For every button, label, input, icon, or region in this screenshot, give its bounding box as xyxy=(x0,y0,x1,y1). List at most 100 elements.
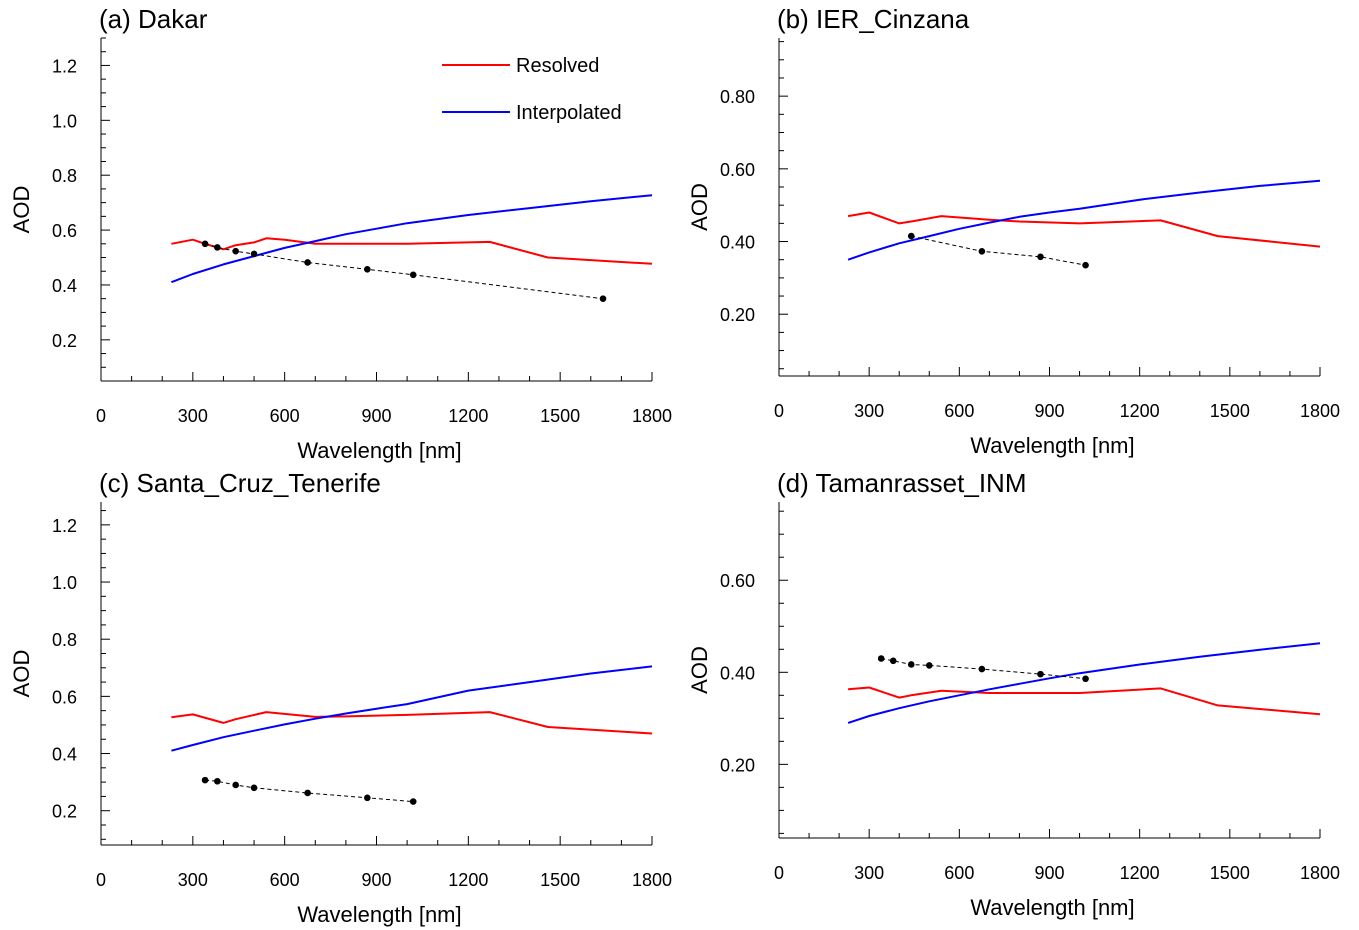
measured-point xyxy=(907,232,915,240)
measured-point xyxy=(1037,670,1044,678)
measured-point xyxy=(201,776,209,784)
x-tick-label: 0 xyxy=(774,863,784,883)
measured-point xyxy=(250,250,258,258)
resolved-line xyxy=(171,711,653,735)
measured-point xyxy=(978,665,986,673)
panel-title: (a) Dakar xyxy=(99,4,208,34)
measured-point xyxy=(364,794,371,802)
x-tick-label: 1200 xyxy=(1120,863,1160,883)
measured-dashed-line xyxy=(204,243,604,300)
measured-point xyxy=(214,244,221,251)
x-tick-label: 1800 xyxy=(1300,401,1340,421)
legend-label-interpolated: Interpolated xyxy=(516,102,622,124)
y-tick-label: 0.20 xyxy=(720,755,755,775)
measured-point xyxy=(201,240,209,248)
y-tick-label: 1.0 xyxy=(52,573,77,593)
y-tick-label: 0.40 xyxy=(720,663,755,683)
y-tick-label: 0.2 xyxy=(52,331,77,351)
measured-point xyxy=(1082,675,1089,683)
panel-ier-cinzana: 0 300 600 900 1200 1500 1800 0.20 0.40 0.60 0.80 (b… xyxy=(687,4,1340,458)
y-tick-label: 0.8 xyxy=(52,630,77,650)
y-tick-label: 0.6 xyxy=(52,221,77,241)
y-tick-label: 0.60 xyxy=(720,571,755,591)
x-tick-label: 1200 xyxy=(1120,401,1160,421)
interpolated-line xyxy=(847,179,1321,261)
measured-point xyxy=(925,662,933,669)
panel-title: (c) Santa_Cruz_Tenerife xyxy=(99,468,381,498)
measured-point xyxy=(877,655,885,662)
y-axis-label: AOD xyxy=(9,186,34,234)
y-axis-label: AOD xyxy=(687,646,712,694)
panel-tamanrasset-inm: 0 300 600 900 1200 1500 1800 0.20 0.40 0.60 (d) Ta… xyxy=(687,468,1340,920)
measured-point xyxy=(907,661,915,668)
x-tick-label: 1800 xyxy=(632,406,672,426)
x-tick-label: 900 xyxy=(361,870,391,890)
x-tick-label: 1200 xyxy=(448,870,488,890)
y-tick-label: 0.2 xyxy=(52,802,77,822)
measured-point xyxy=(304,259,311,266)
measured-point xyxy=(1037,253,1044,261)
y-tick-label: 0.20 xyxy=(720,305,755,325)
panel-dakar: 0 300 600 900 1200 1500 1800 0.2 0.4 0.6 0.8 1.0 1.2… xyxy=(9,4,672,463)
y-tick-label: 1.2 xyxy=(52,516,77,536)
measured-point xyxy=(232,247,239,255)
x-tick-label: 1500 xyxy=(540,870,580,890)
x-tick-label: 600 xyxy=(944,401,974,421)
y-tick-label: 0.40 xyxy=(720,233,755,253)
x-tick-label: 300 xyxy=(178,406,208,426)
resolved-line xyxy=(847,211,1321,248)
x-tick-label: 1800 xyxy=(632,870,672,890)
x-tick-label: 1200 xyxy=(448,406,488,426)
x-tick-label: 900 xyxy=(1034,863,1064,883)
measured-point xyxy=(889,657,897,665)
y-tick-label: 1.2 xyxy=(52,56,77,76)
x-tick-label: 600 xyxy=(270,406,300,426)
measured-dashed-line xyxy=(911,235,1086,266)
y-tick-label: 0.4 xyxy=(52,745,77,765)
interpolated-line xyxy=(171,665,653,752)
x-axis-label: Wavelength [nm] xyxy=(297,902,461,927)
measured-point xyxy=(978,248,986,255)
x-tick-label: 900 xyxy=(1034,401,1064,421)
x-tick-label: 600 xyxy=(944,863,974,883)
measured-point xyxy=(364,266,371,273)
resolved-line xyxy=(848,686,1321,716)
x-tick-label: 900 xyxy=(361,406,391,426)
y-tick-label: 0.8 xyxy=(52,166,77,186)
y-tick-label: 1.0 xyxy=(52,111,77,131)
measured-point xyxy=(599,295,607,302)
measured-point xyxy=(232,781,239,789)
y-tick-label: 0.80 xyxy=(720,87,755,107)
x-tick-label: 300 xyxy=(854,863,884,883)
x-axis-label: Wavelength [nm] xyxy=(970,895,1134,920)
x-tick-label: 0 xyxy=(96,870,106,890)
panel-santa-cruz-tenerife: 0 300 600 900 1200 1500 1800 0.2 0.4 0.6 0.8 1.0 1.2… xyxy=(9,468,672,927)
legend-label-resolved: Resolved xyxy=(516,55,599,77)
x-tick-label: 1500 xyxy=(540,406,580,426)
x-tick-label: 0 xyxy=(774,401,784,421)
panel-title: (d) Tamanrasset_INM xyxy=(777,468,1027,498)
x-tick-label: 300 xyxy=(178,870,208,890)
panel-title: (b) IER_Cinzana xyxy=(777,4,970,34)
x-tick-label: 1800 xyxy=(1300,863,1340,883)
y-tick-label: 0.6 xyxy=(52,687,77,707)
x-axis-label: Wavelength [nm] xyxy=(970,433,1134,458)
x-tick-label: 1500 xyxy=(1210,401,1250,421)
measured-point xyxy=(409,271,417,279)
x-tick-label: 600 xyxy=(270,870,300,890)
measured-point xyxy=(1082,261,1089,269)
measured-point xyxy=(250,784,258,792)
y-axis-label: AOD xyxy=(9,650,34,698)
y-axis-label: AOD xyxy=(687,183,712,231)
x-tick-label: 300 xyxy=(854,401,884,421)
measured-point xyxy=(214,777,221,785)
y-tick-label: 0.60 xyxy=(720,160,755,180)
interpolated-line xyxy=(171,194,653,284)
measured-point xyxy=(409,798,417,805)
x-tick-label: 0 xyxy=(96,406,106,426)
interpolated-line xyxy=(847,642,1321,724)
y-tick-label: 0.4 xyxy=(52,276,77,296)
x-axis-label: Wavelength [nm] xyxy=(297,438,461,463)
x-tick-label: 1500 xyxy=(1210,863,1250,883)
